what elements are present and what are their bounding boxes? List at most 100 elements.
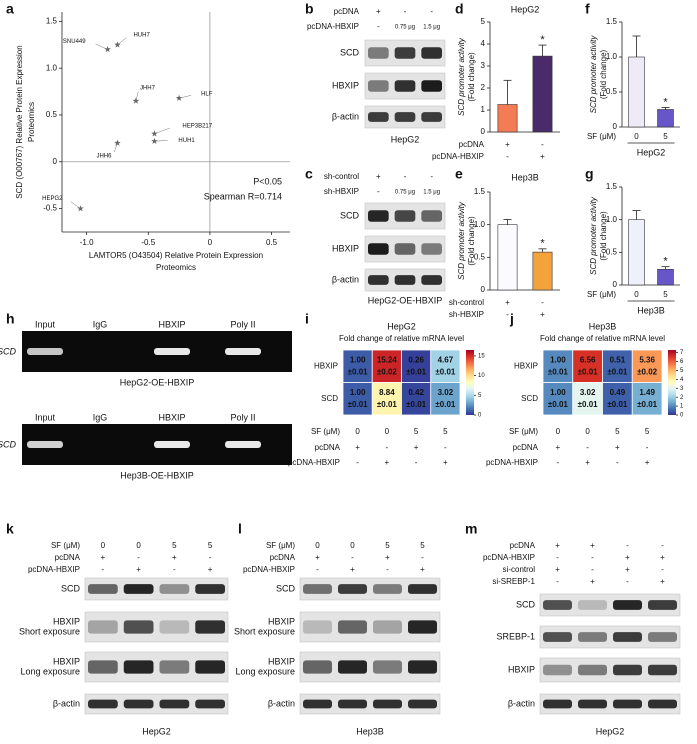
caption: HepG2 (596, 726, 625, 736)
condition-name: SF (μM) (311, 427, 340, 436)
cell-value: 5.36 (639, 355, 655, 364)
blot-band (338, 660, 367, 674)
blot-band (88, 620, 118, 634)
blot-band (408, 584, 437, 594)
blot-strip (299, 577, 441, 601)
cell-value: 8.84 (379, 388, 395, 397)
blot-band (368, 112, 389, 122)
y-axis-title: (Fold change) (467, 52, 476, 102)
y-tick-label: 0 (613, 280, 618, 289)
heatmap-cell (371, 349, 402, 383)
chart-title: Hep3B (589, 321, 617, 331)
significance-mark: * (663, 256, 668, 268)
row-label: SCD (516, 599, 536, 609)
blot-band (421, 47, 442, 59)
colorbar-tick-label: 6 (680, 359, 684, 365)
caption: Hep3B (637, 305, 665, 315)
colorbar (466, 350, 474, 415)
condition-mark: - (591, 553, 594, 562)
row-label: Long exposure (235, 666, 295, 676)
condition-mark: + (376, 7, 381, 16)
point-label: JHH6 (96, 154, 112, 160)
condition-mark: - (386, 565, 389, 574)
point-label: HUH1 (178, 138, 195, 144)
condition-name: pcDNA (270, 553, 296, 562)
significance-mark: * (540, 238, 545, 250)
row-label: β-actin (268, 698, 295, 708)
blot-band (368, 210, 389, 222)
row-label: Short exposure (234, 626, 295, 636)
lane-label: IgG (93, 412, 108, 422)
cell-value: 4.67 (438, 355, 454, 364)
error-bar (661, 107, 670, 110)
cell-error: ±0.01 (548, 400, 569, 409)
y-axis-title: (Fold change) (599, 211, 608, 261)
blot-band (123, 584, 154, 594)
blot-band (159, 660, 190, 674)
panel-letter: k (6, 521, 14, 537)
cell-error: ±0.02 (377, 367, 398, 376)
heatmap-cell (430, 349, 461, 383)
condition-mark: - (415, 458, 418, 467)
y-tick-label: 0 (613, 122, 618, 131)
y-tick-label: 1.0 (606, 215, 618, 224)
point-label: HEPG2 (42, 196, 63, 202)
condition-name: pcDNA (55, 553, 81, 562)
condition-mark: 0 (315, 541, 320, 550)
heatmap-cell (542, 382, 574, 416)
condition-mark: + (136, 565, 141, 574)
condition-mark: 5 (663, 290, 668, 299)
colorbar-tick-label: 2 (680, 395, 684, 401)
condition-mark: - (557, 458, 560, 467)
blot-band (373, 699, 402, 709)
panel-letter: i (305, 311, 309, 327)
condition-mark: + (660, 553, 665, 562)
leader-line (70, 201, 81, 209)
condition-name: pcDNA-HBXIP (486, 458, 538, 467)
error-bar (503, 79, 512, 105)
blot-band (123, 620, 154, 634)
blot-band (303, 620, 332, 634)
condition-mark: + (555, 565, 560, 574)
row-label: SCD (340, 47, 360, 57)
x-tick-label: 0.5 (266, 238, 278, 247)
row-label: HBXIP (268, 616, 295, 626)
blot-band (543, 632, 572, 642)
condition-mark: 0 (634, 132, 639, 141)
cell-value: 1.00 (350, 355, 366, 364)
cell-value: 6.56 (580, 355, 596, 364)
y-tick-label: 0.5 (606, 87, 618, 96)
condition-mark: - (430, 7, 433, 16)
blot-band (543, 600, 572, 610)
condition-mark: + (101, 553, 106, 562)
blot-band (195, 660, 225, 674)
blot-band (648, 699, 677, 709)
y-tick-label: 0.5 (46, 110, 58, 119)
condition-mark: 5 (208, 541, 213, 550)
cell-value: 0.51 (610, 355, 626, 364)
condition-mark: - (626, 541, 629, 550)
bar (532, 251, 553, 291)
condition-mark: - (173, 565, 176, 574)
data-point (151, 137, 158, 144)
condition-mark: + (660, 577, 665, 586)
condition-name: pcDNA (315, 443, 341, 452)
row-label: SCD (521, 394, 538, 403)
annotation: P<0.05 (253, 176, 282, 186)
condition-mark: + (376, 172, 381, 181)
blot-band (648, 600, 677, 610)
blot-band (368, 47, 389, 59)
leader-line (154, 140, 168, 142)
blot-band (338, 584, 367, 594)
panel-letter: j (509, 311, 514, 327)
cell-value: 1.00 (350, 388, 366, 397)
blot-band (394, 80, 416, 92)
condition-name: si-SREBP-1 (492, 577, 535, 586)
y-tick-label: 1 (481, 105, 486, 114)
x-tick-label: -1.0 (80, 238, 94, 247)
condition-mark: + (505, 140, 510, 149)
heatmap-cell (371, 382, 402, 416)
blot-band (373, 660, 402, 674)
blot-band (421, 80, 442, 92)
condition-mark: + (590, 541, 595, 550)
